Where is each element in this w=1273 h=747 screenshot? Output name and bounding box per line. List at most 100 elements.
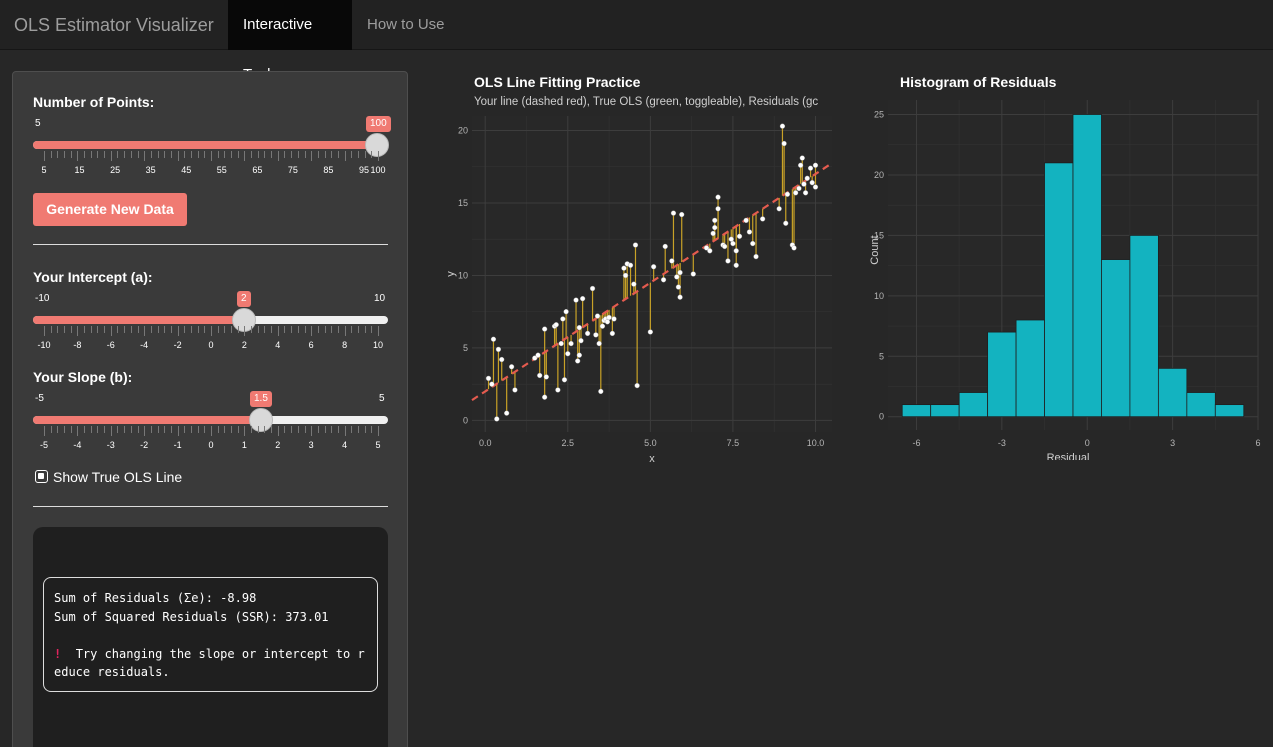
data-point [807,165,814,171]
n-points-value-bubble: 100 [366,116,391,132]
slider-tick [157,426,159,433]
slider-tick [304,426,306,433]
slope-label: Your Slope (b): [33,369,133,385]
slider-tick-label: -5 [39,440,49,450]
data-point [703,245,710,251]
data-point [712,225,718,231]
slider-tick [197,326,199,333]
slider-tick [231,326,233,333]
slider-tick [137,326,139,333]
slider-tick [264,426,266,433]
intercept-max: 10 [374,293,386,304]
slope-max: 5 [379,393,385,404]
slider-tick-label: -10 [37,340,51,350]
data-point [812,162,819,168]
tab-how-to-use[interactable]: How to Use [367,16,445,33]
data-point [535,352,541,358]
slider-tick [84,151,86,158]
divider-2 [33,506,388,507]
data-point [760,216,766,222]
slider-tick [211,326,212,336]
data-point [722,243,728,250]
slider-tick [84,426,86,433]
histogram-bar [1072,114,1102,418]
slider-tick [337,426,339,433]
data-point [674,274,680,280]
app-brand[interactable]: OLS Estimator Visualizer [14,15,214,35]
slider-tick [137,151,139,158]
y-tick-label: 5 [879,351,884,361]
slider-tick [291,326,293,333]
intercept-fill [33,316,244,324]
data-point [733,248,739,254]
slider-tick-label: -3 [106,440,115,450]
n-points-handle[interactable] [365,133,389,157]
data-point [558,340,564,347]
data-point [791,245,797,251]
data-point [798,162,804,168]
slider-tick [110,326,112,336]
data-point [743,217,749,223]
show-ols-checkbox[interactable] [35,470,48,483]
x-tick-label: 3 [1170,438,1175,448]
data-point [543,374,549,380]
slider-tick-label: -8 [73,340,82,350]
data-point [736,233,743,239]
slider-tick [117,326,119,333]
data-point [489,381,495,387]
intercept-ticks: -10 -8 -6 -4 -2 0 2 4 6 8 10 [37,326,383,350]
slope-track[interactable] [33,416,388,424]
slider-tick [211,426,212,436]
intercept-min: -10 [35,293,50,304]
intercept-track[interactable] [33,316,388,324]
slider-tick [231,426,233,433]
slider-tick [311,326,313,336]
data-point [712,217,718,223]
n-points-track[interactable] [33,141,388,149]
slider-tick [231,151,233,158]
slider-tick [364,326,366,333]
slider-tick [317,426,319,433]
slider-tick [70,326,72,333]
slider-tick-label: 4 [275,340,281,350]
slider-tick [77,426,79,436]
data-point [796,185,802,192]
x-tick-label: 0 [1085,438,1090,448]
data-point [621,265,627,271]
data-point [670,210,677,216]
generate-new-data-button[interactable]: Generate New Data [33,193,187,226]
slider-tick-label: 15 [74,165,85,175]
data-point [499,356,505,363]
data-point [509,364,515,370]
slider-tick [44,326,45,336]
slider-tick [344,326,346,336]
slider-tick [130,426,132,433]
slider-tick [104,326,106,333]
slider-tick [297,326,299,333]
data-point [632,242,639,248]
data-point [563,309,569,315]
slider-tick [44,151,45,161]
slider-tick-label: 2 [275,440,281,450]
slider-tick-label: 45 [181,165,192,175]
tab-interactive-tool[interactable]: Interactive Tool [228,0,352,83]
slider-tick [64,326,66,333]
slider-tick [357,151,359,158]
divider-1 [33,244,388,245]
slider-tick [184,326,186,333]
slider-tick-label: 8 [342,340,348,350]
slope-handle[interactable] [249,408,273,432]
slider-tick [364,426,366,433]
slider-tick [271,151,273,158]
data-point [576,352,582,358]
slider-tick [70,151,72,158]
data-point [560,316,566,322]
intercept-handle[interactable] [232,308,256,332]
slider-tick [257,151,259,158]
data-point [485,375,492,381]
y-axis-label: Count [869,235,881,264]
slider-tick [351,151,353,158]
slider-tick-label: 3 [308,440,314,450]
slider-tick [64,426,66,433]
slider-tick [317,151,319,158]
